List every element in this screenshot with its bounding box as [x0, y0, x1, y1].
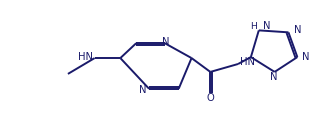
Text: N: N [139, 85, 146, 95]
Text: HN: HN [78, 52, 93, 62]
Text: HN: HN [240, 57, 255, 67]
Text: N: N [302, 52, 310, 62]
Text: O: O [207, 93, 214, 103]
Text: N: N [263, 21, 270, 31]
Text: N: N [270, 72, 277, 82]
Text: H: H [250, 22, 257, 31]
Text: N: N [295, 25, 302, 35]
Text: N: N [162, 37, 170, 47]
